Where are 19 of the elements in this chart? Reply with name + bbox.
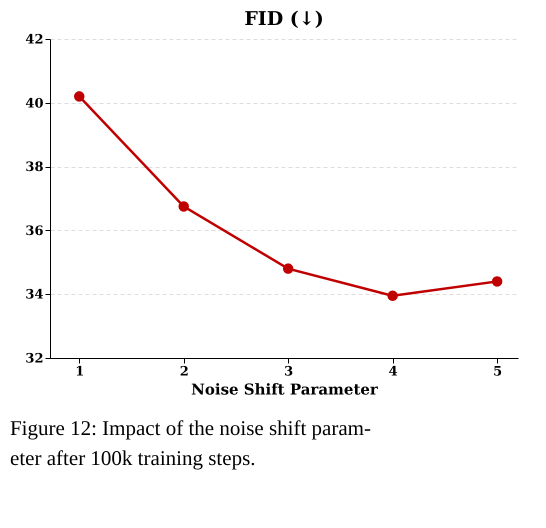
y-tick-label: 38 bbox=[25, 160, 44, 176]
y-tick-label: 40 bbox=[25, 96, 44, 112]
point bbox=[74, 91, 84, 102]
y-tick-label: 34 bbox=[25, 288, 44, 303]
x-tick-label: 4 bbox=[388, 364, 398, 380]
point bbox=[387, 290, 398, 302]
x-tick-label: 5 bbox=[493, 364, 502, 380]
chart-title: FID (↓) bbox=[244, 8, 324, 30]
y-tick-label: 42 bbox=[25, 32, 44, 48]
x-axis-title: Noise Shift Parameter bbox=[191, 380, 379, 398]
y-tick-label: 32 bbox=[25, 352, 44, 366]
x-tick-label: 2 bbox=[180, 364, 189, 380]
x-tick-label: 3 bbox=[284, 364, 294, 380]
point bbox=[178, 201, 189, 212]
caption: Figure 12: Impact of the noise shift param- eter after 100k training steps. bbox=[10, 416, 371, 470]
x-tick-label: 1 bbox=[75, 364, 84, 380]
point bbox=[282, 263, 294, 274]
y-tick-label: 36 bbox=[25, 224, 44, 239]
point bbox=[492, 276, 502, 287]
